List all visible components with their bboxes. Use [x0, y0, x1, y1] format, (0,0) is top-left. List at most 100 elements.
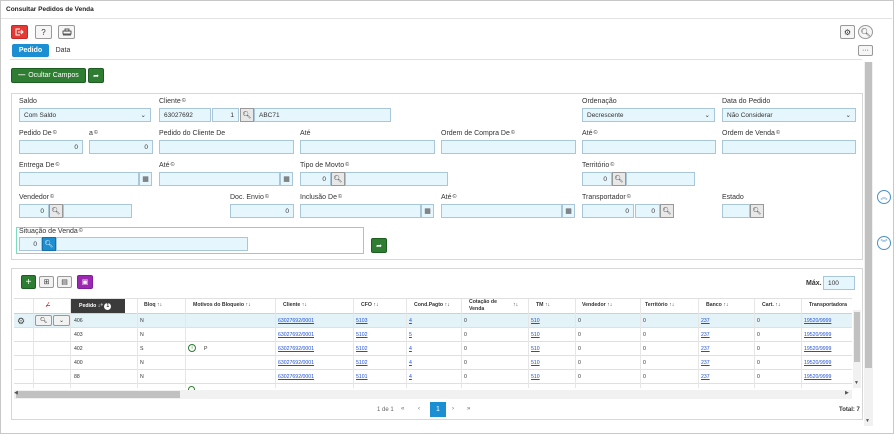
- cell-cliente[interactable]: 63027692/0001: [278, 374, 315, 380]
- ordenacao-select[interactable]: Decrescente ⌄: [582, 108, 715, 122]
- cliente-search-button[interactable]: 🔍︎: [240, 108, 254, 122]
- vendedor-search-button[interactable]: 🔍︎: [49, 204, 63, 218]
- pedido-cliente-de-input[interactable]: [159, 140, 294, 154]
- export-button[interactable]: ▤: [57, 276, 72, 288]
- cell-tm[interactable]: 510: [531, 374, 540, 380]
- entrega-ate-calendar-button[interactable]: ▦: [280, 172, 293, 186]
- cell-cliente[interactable]: 63027692/0001: [278, 360, 315, 366]
- situacao-venda-search-button[interactable]: 🔍︎: [42, 237, 56, 251]
- cell-cfo[interactable]: 5102: [356, 332, 368, 338]
- cliente-code-input[interactable]: 63027692: [159, 108, 211, 122]
- ordem-venda-input[interactable]: [722, 140, 856, 154]
- cell-transportadora[interactable]: 19520/9999: [804, 346, 832, 352]
- cell-tm[interactable]: 510: [531, 318, 540, 324]
- column-header-cotacao[interactable]: Cotação de Venda ↑↓: [469, 299, 519, 312]
- table-row[interactable]: [14, 328, 852, 342]
- share-button[interactable]: ➦: [88, 68, 104, 83]
- estado-input[interactable]: [722, 204, 750, 218]
- apply-filter-button[interactable]: ➦: [371, 238, 387, 253]
- cell-tm[interactable]: 510: [531, 360, 540, 366]
- column-header-bloq[interactable]: Bloq ↑↓: [144, 302, 163, 308]
- territorio-input[interactable]: 0: [582, 172, 612, 186]
- table-row[interactable]: [14, 370, 852, 384]
- cliente-seq-input[interactable]: 1: [212, 108, 239, 122]
- inclusao-ate-input[interactable]: [441, 204, 562, 218]
- column-header-tm[interactable]: TM ↑↓: [536, 302, 551, 308]
- territorio-desc-input[interactable]: [626, 172, 695, 186]
- row-search-button[interactable]: 🔍︎: [35, 315, 52, 326]
- layout-button[interactable]: ▣: [77, 275, 93, 289]
- tab-pedido[interactable]: Pedido: [12, 44, 49, 57]
- tipo-movto-desc-input[interactable]: [345, 172, 448, 186]
- grid-horizontal-scroll-thumb[interactable]: [16, 391, 180, 398]
- entrega-de-input[interactable]: [19, 172, 139, 186]
- scroll-right-arrow-icon[interactable]: ▶: [845, 390, 849, 396]
- print-button[interactable]: [58, 25, 75, 39]
- cell-transportadora[interactable]: 19520/9999: [804, 332, 832, 338]
- collapse-up-button[interactable]: ︽: [877, 190, 891, 204]
- transportador-search-button[interactable]: 🔍︎: [660, 204, 674, 218]
- last-page-icon[interactable]: »: [467, 406, 471, 412]
- first-page-icon[interactable]: «: [401, 406, 405, 412]
- pedido-de-input[interactable]: 0: [19, 140, 83, 154]
- column-header-territorio[interactable]: Território ↑↓: [645, 302, 675, 308]
- add-button[interactable]: +: [21, 275, 36, 289]
- vendedor-input[interactable]: 0: [19, 204, 49, 218]
- entrega-de-calendar-button[interactable]: ▦: [139, 172, 152, 186]
- cell-cfo[interactable]: 5101: [356, 374, 368, 380]
- hide-fields-button[interactable]: — Ocultar Campos: [11, 68, 86, 83]
- row-expand-button[interactable]: ⌄: [53, 315, 70, 326]
- scroll-down-arrow-icon[interactable]: ▼: [854, 380, 859, 386]
- page-scroll-down-arrow-icon[interactable]: ▼: [865, 418, 870, 424]
- cell-cliente[interactable]: 63027692/0001: [278, 332, 315, 338]
- cell-cond[interactable]: 4: [409, 360, 412, 366]
- settings-button[interactable]: ⚙: [840, 25, 855, 39]
- vendedor-desc-input[interactable]: [63, 204, 132, 218]
- cell-cliente[interactable]: 63027692/0001: [278, 346, 315, 352]
- prev-page-icon[interactable]: ‹: [418, 406, 420, 412]
- doc-envio-input[interactable]: 0: [230, 204, 294, 218]
- search-button[interactable]: 🔍︎: [858, 25, 873, 39]
- cell-transportadora[interactable]: 19520/9999: [804, 318, 832, 324]
- collapse-down-button[interactable]: ︾: [877, 236, 891, 250]
- ordem-compra-ate-input[interactable]: [582, 140, 716, 154]
- saldo-select[interactable]: Com Saldo ⌄: [19, 108, 151, 122]
- table-row[interactable]: [14, 342, 852, 356]
- exit-button[interactable]: [11, 25, 28, 39]
- cell-cfo[interactable]: 5103: [356, 318, 368, 324]
- cell-tm[interactable]: 510: [531, 346, 540, 352]
- next-page-icon[interactable]: ›: [452, 406, 454, 412]
- cell-banco[interactable]: 237: [701, 332, 710, 338]
- columns-button[interactable]: ⊞: [39, 276, 54, 288]
- grid-horizontal-scrollbar[interactable]: [14, 390, 852, 399]
- entrega-ate-input[interactable]: [159, 172, 280, 186]
- situacao-venda-input[interactable]: 0: [19, 237, 42, 251]
- cliente-name-input[interactable]: ABC71: [254, 108, 391, 122]
- column-header-vendedor[interactable]: Vendedor ↑↓: [582, 302, 613, 308]
- column-header-cart[interactable]: Cart. ↑↓: [762, 302, 781, 308]
- ordem-compra-de-input[interactable]: [441, 140, 576, 154]
- page-vertical-scroll-thumb[interactable]: [865, 62, 872, 368]
- info-icon[interactable]: i: [188, 344, 196, 352]
- cell-cond[interactable]: 4: [409, 374, 412, 380]
- pedido-ate-input[interactable]: 0: [89, 140, 153, 154]
- cell-banco[interactable]: 237: [701, 374, 710, 380]
- inclusao-ate-calendar-button[interactable]: ▦: [562, 204, 575, 218]
- table-row[interactable]: [14, 314, 852, 328]
- tab-data[interactable]: Data: [55, 47, 71, 54]
- column-header-transportadora[interactable]: Transportadora: [809, 302, 848, 308]
- table-row[interactable]: [14, 356, 852, 370]
- pedido-cliente-ate-input[interactable]: [300, 140, 435, 154]
- cell-banco[interactable]: 237: [701, 318, 710, 324]
- transportador-seq-input[interactable]: 0: [635, 204, 660, 218]
- column-header-banco[interactable]: Banco ↑↓: [706, 302, 729, 308]
- cell-banco[interactable]: 237: [701, 346, 710, 352]
- cell-banco[interactable]: 237: [701, 360, 710, 366]
- inclusao-de-calendar-button[interactable]: ▦: [421, 204, 434, 218]
- cell-cliente[interactable]: 63027692/0001: [278, 318, 315, 324]
- row-settings-gear-icon[interactable]: ⚙: [17, 316, 26, 326]
- column-header-motivos[interactable]: Motivos do Bloqueio ↑↓: [193, 302, 251, 308]
- column-header-cliente[interactable]: Cliente ↑↓: [283, 302, 307, 308]
- more-options-button[interactable]: ···: [858, 45, 873, 56]
- cell-cond[interactable]: 5: [409, 332, 412, 338]
